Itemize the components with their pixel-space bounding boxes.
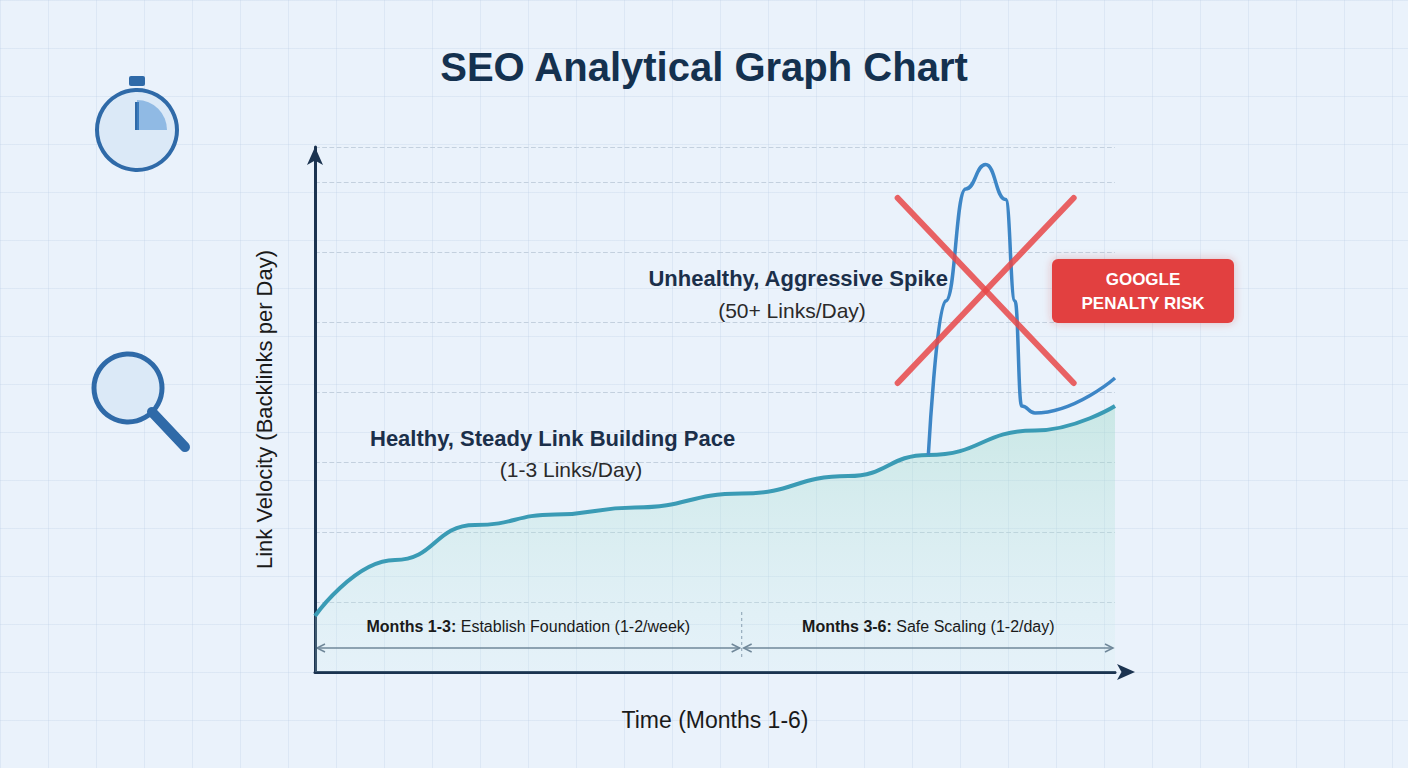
svg-text:Months 1-3:: Months 1-3: bbox=[366, 618, 456, 635]
svg-text:GOOGLE: GOOGLE bbox=[1106, 270, 1181, 289]
svg-text:(1-3 Links/Day): (1-3 Links/Day) bbox=[500, 458, 642, 481]
svg-text:SEO Analytical Graph Chart: SEO Analytical Graph Chart bbox=[440, 45, 968, 89]
svg-text:Safe Scaling (1-2/day): Safe Scaling (1-2/day) bbox=[892, 618, 1055, 635]
svg-text:Establish Foundation (1-2/week: Establish Foundation (1-2/week) bbox=[456, 618, 690, 635]
svg-text:Link Velocity (Backlinks per D: Link Velocity (Backlinks per Day) bbox=[252, 250, 277, 569]
svg-text:Healthy, Steady Link Building: Healthy, Steady Link Building Pace bbox=[370, 426, 735, 451]
svg-text:(50+ Links/Day): (50+ Links/Day) bbox=[718, 299, 866, 322]
svg-text:Time (Months 1-6): Time (Months 1-6) bbox=[621, 707, 808, 733]
svg-text:Months 3-6:: Months 3-6: bbox=[802, 618, 892, 635]
svg-text:PENALTY RISK: PENALTY RISK bbox=[1081, 294, 1205, 313]
svg-text:Unhealthy, Aggressive Spike: Unhealthy, Aggressive Spike bbox=[648, 266, 948, 291]
